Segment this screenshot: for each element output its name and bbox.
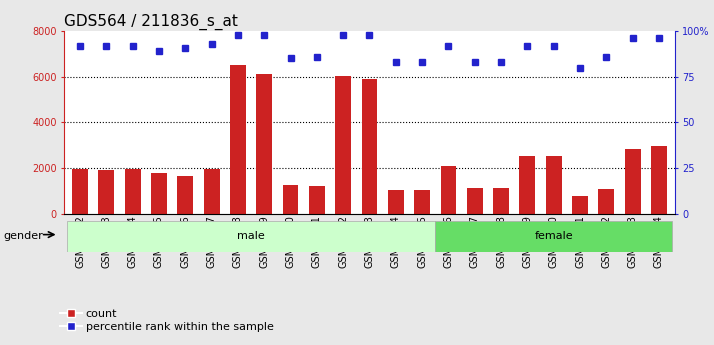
Bar xyxy=(441,166,456,214)
Text: gender: gender xyxy=(4,231,44,241)
Bar xyxy=(598,189,614,214)
Bar xyxy=(72,169,88,214)
Text: GDS564 / 211836_s_at: GDS564 / 211836_s_at xyxy=(64,13,238,30)
Legend: count, percentile rank within the sample: count, percentile rank within the sample xyxy=(56,305,278,336)
Text: male: male xyxy=(237,231,265,241)
FancyBboxPatch shape xyxy=(436,221,672,252)
Bar xyxy=(572,196,588,214)
Bar xyxy=(361,79,378,214)
Bar xyxy=(388,190,403,214)
Bar xyxy=(414,190,430,214)
Bar xyxy=(151,173,167,214)
Bar xyxy=(177,176,193,214)
Bar xyxy=(309,186,325,214)
Bar xyxy=(336,76,351,214)
Text: female: female xyxy=(534,231,573,241)
Bar xyxy=(520,156,536,214)
Bar xyxy=(203,169,219,214)
Bar xyxy=(545,156,562,214)
Bar xyxy=(283,185,298,214)
Bar xyxy=(256,75,272,214)
Bar xyxy=(493,188,509,214)
Bar xyxy=(125,169,141,214)
Bar xyxy=(99,170,114,214)
FancyBboxPatch shape xyxy=(67,221,436,252)
Bar xyxy=(651,147,667,214)
Bar xyxy=(467,188,483,214)
Bar xyxy=(625,149,640,214)
Bar xyxy=(230,65,246,214)
